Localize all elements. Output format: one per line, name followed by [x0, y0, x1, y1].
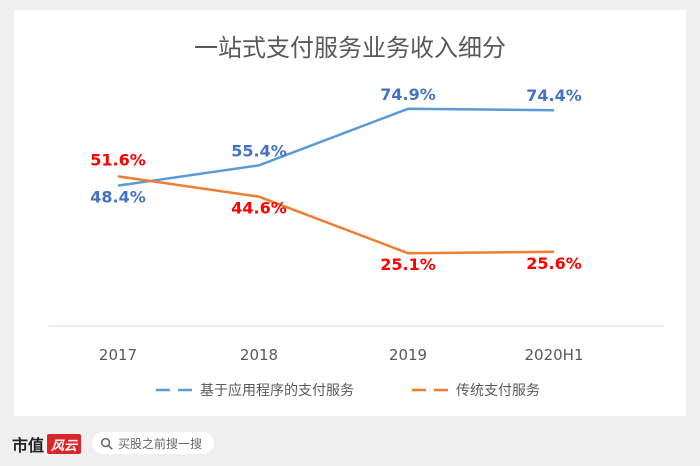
series-layer: 48.4% 55.4% 74.9% 74.4% 51.6% 44.6% 25.1% 25.6%: [90, 85, 582, 274]
footer-bar: 市值 风云 买股之前搜一搜: [0, 424, 700, 466]
series-line-1: [117, 107, 555, 187]
data-label: 25.1%: [380, 255, 436, 274]
data-label: 44.6%: [231, 199, 287, 218]
brand-logo: 市值 风云: [12, 432, 82, 456]
data-label: 55.4%: [231, 141, 287, 160]
brand-text: 市值: [12, 436, 45, 455]
data-label: 74.9%: [380, 85, 436, 104]
chart-card: 一站式支付服务业务收入细分 2017 2018 2019 2020H1 48.4% 55…: [14, 10, 686, 416]
data-label: 74.4%: [526, 86, 582, 105]
legend-label: 传统支付服务: [456, 383, 540, 399]
chart-title: 一站式支付服务业务收入细分: [194, 34, 506, 62]
x-tick-label: 2018: [240, 346, 278, 364]
x-tick-label: 2017: [99, 346, 137, 364]
series-line-2: [117, 175, 555, 255]
legend: 基于应用程序的支付服务 传统支付服务: [156, 382, 540, 399]
x-tick-labels: 2017 2018 2019 2020H1: [99, 346, 584, 364]
x-tick-label: 2019: [389, 346, 427, 364]
search-placeholder: 买股之前搜一搜: [118, 436, 203, 451]
line-chart: 一站式支付服务业务收入细分 2017 2018 2019 2020H1 48.4% 55…: [49, 34, 664, 399]
legend-label: 基于应用程序的支付服务: [200, 382, 354, 399]
search-icon: [100, 437, 113, 450]
x-tick-label: 2020H1: [525, 346, 584, 364]
data-label: 25.6%: [526, 254, 582, 273]
data-label: 51.6%: [90, 150, 146, 169]
search-box[interactable]: 买股之前搜一搜: [92, 432, 214, 454]
data-label: 48.4%: [90, 188, 146, 207]
brand-logo-mark: 风云: [47, 434, 82, 454]
